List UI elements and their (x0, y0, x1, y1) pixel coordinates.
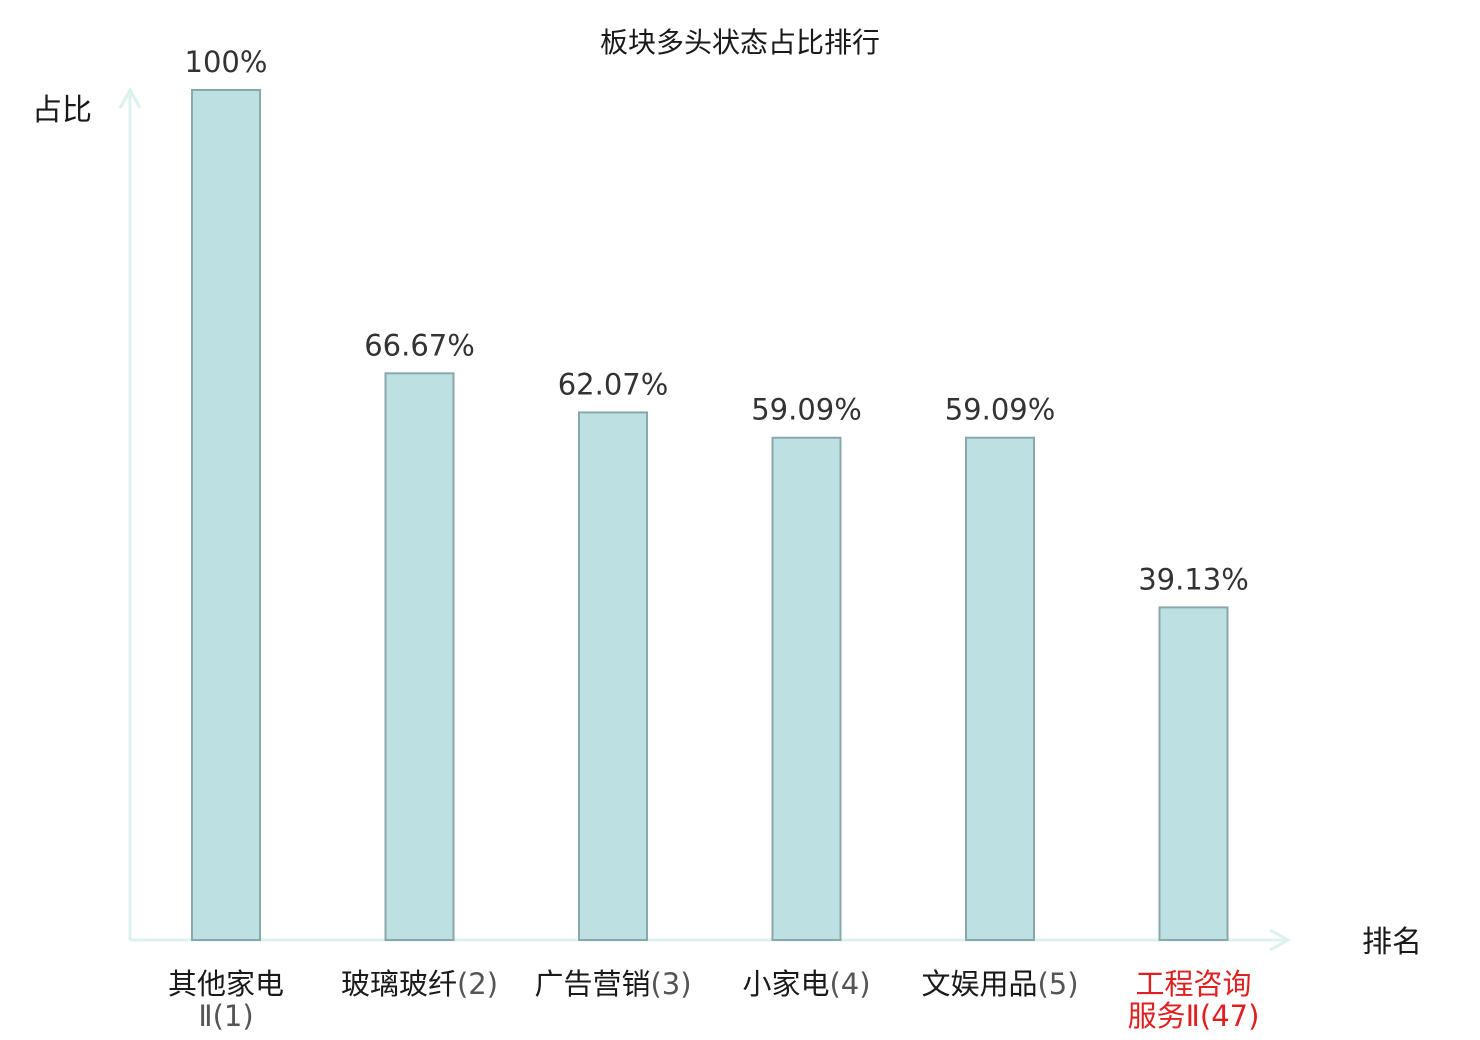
bar[interactable] (771, 436, 842, 941)
bar-value-label: 39.13% (1138, 562, 1249, 596)
category-name: Ⅱ(1) (198, 999, 253, 1033)
category-rank: (4) (829, 967, 870, 1001)
category-labels-group: 其他家电 Ⅱ(1) 玻璃玻纤(2) 广告营销(3) 小家电(4) 文娱用品(5) 工程咨询服… (168, 967, 1259, 1033)
bar-value-label: 62.07% (558, 367, 669, 401)
category-name: 广告营销 (534, 967, 650, 1001)
category-name: 玻璃玻纤 (341, 967, 457, 1001)
x-axis-arrow (1269, 928, 1292, 952)
category-name: 工程咨询 (1135, 967, 1251, 1001)
y-axis-label: 占比 (32, 93, 92, 128)
value-labels-group: 100% 66.67% 62.07% 59.09% 59.09% 39.13% (185, 45, 1249, 596)
category-rank: (47) (1200, 999, 1260, 1033)
category-label: 其他家电 Ⅱ(1) (168, 967, 284, 1033)
bar[interactable] (965, 436, 1035, 941)
category-label: 广告营销(3) (534, 967, 691, 1001)
category-rank: (3) (650, 967, 691, 1001)
bar[interactable] (578, 411, 648, 941)
category-label: 工程咨询服务Ⅱ(47) (1128, 967, 1260, 1033)
category-name: 文娱用品 (921, 967, 1037, 1001)
category-name: 其他家电 (168, 967, 284, 1001)
bar-value-label: 59.09% (945, 393, 1056, 427)
chart-title: 板块多头状态占比排行 (600, 26, 880, 59)
category-name: 小家电 (742, 967, 829, 1001)
bar-value-label: 59.09% (751, 393, 862, 427)
bar[interactable] (384, 372, 455, 941)
bar[interactable] (1158, 606, 1229, 942)
bars-group (191, 89, 1229, 942)
category-label: 小家电(4) (742, 967, 870, 1001)
axes (118, 86, 1292, 952)
bar-value-label: 100% (185, 45, 268, 79)
y-axis-arrow (118, 86, 142, 109)
x-axis-label: 排名 (1362, 925, 1422, 960)
category-label: 文娱用品(5) (921, 967, 1078, 1001)
bar-value-label: 66.67% (364, 328, 475, 362)
category-label: 玻璃玻纤(2) (341, 967, 498, 1001)
category-rank: (2) (457, 967, 498, 1001)
bar[interactable] (191, 89, 261, 941)
category-rank: (5) (1037, 967, 1078, 1001)
category-name: 服务Ⅱ (1128, 999, 1200, 1033)
